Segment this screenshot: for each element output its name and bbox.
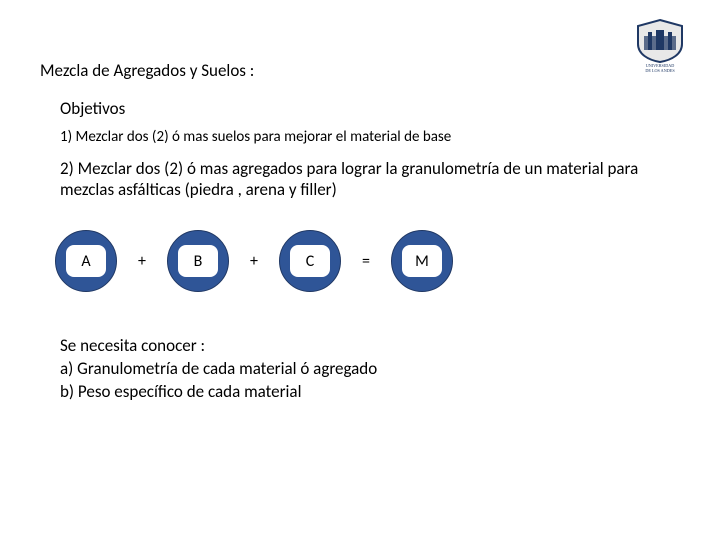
node-a: A (55, 230, 117, 292)
requirements: Se necesita conocer : a) Granulometría d… (60, 335, 377, 404)
node-c-label: C (306, 252, 315, 271)
node-b: B (167, 230, 229, 292)
objective-2: 2) Mezclar dos (2) ó mas agregados para … (60, 158, 670, 201)
university-logo: UNIVERSIDAD DE LOS ANDES (630, 18, 690, 73)
operator-plus-1: + (135, 252, 149, 271)
node-b-label: B (194, 252, 203, 271)
node-a-label: A (81, 252, 90, 271)
page-title: Mezcla de Agregados y Suelos : (40, 60, 254, 81)
node-m: M (391, 230, 453, 292)
mix-diagram: A + B + C = M (55, 230, 453, 292)
requirement-b: b) Peso específico de cada material (60, 381, 377, 404)
operator-equals: = (359, 252, 373, 271)
requirement-a: a) Granulometría de cada material ó agre… (60, 358, 377, 381)
objective-1: 1) Mezclar dos (2) ó mas suelos para mej… (60, 128, 451, 146)
svg-text:DE LOS ANDES: DE LOS ANDES (645, 68, 675, 73)
operator-plus-2: + (247, 252, 261, 271)
node-m-label: M (415, 252, 429, 271)
requirements-title: Se necesita conocer : (60, 335, 377, 358)
node-c: C (279, 230, 341, 292)
section-subtitle: Objetivos (60, 98, 125, 119)
